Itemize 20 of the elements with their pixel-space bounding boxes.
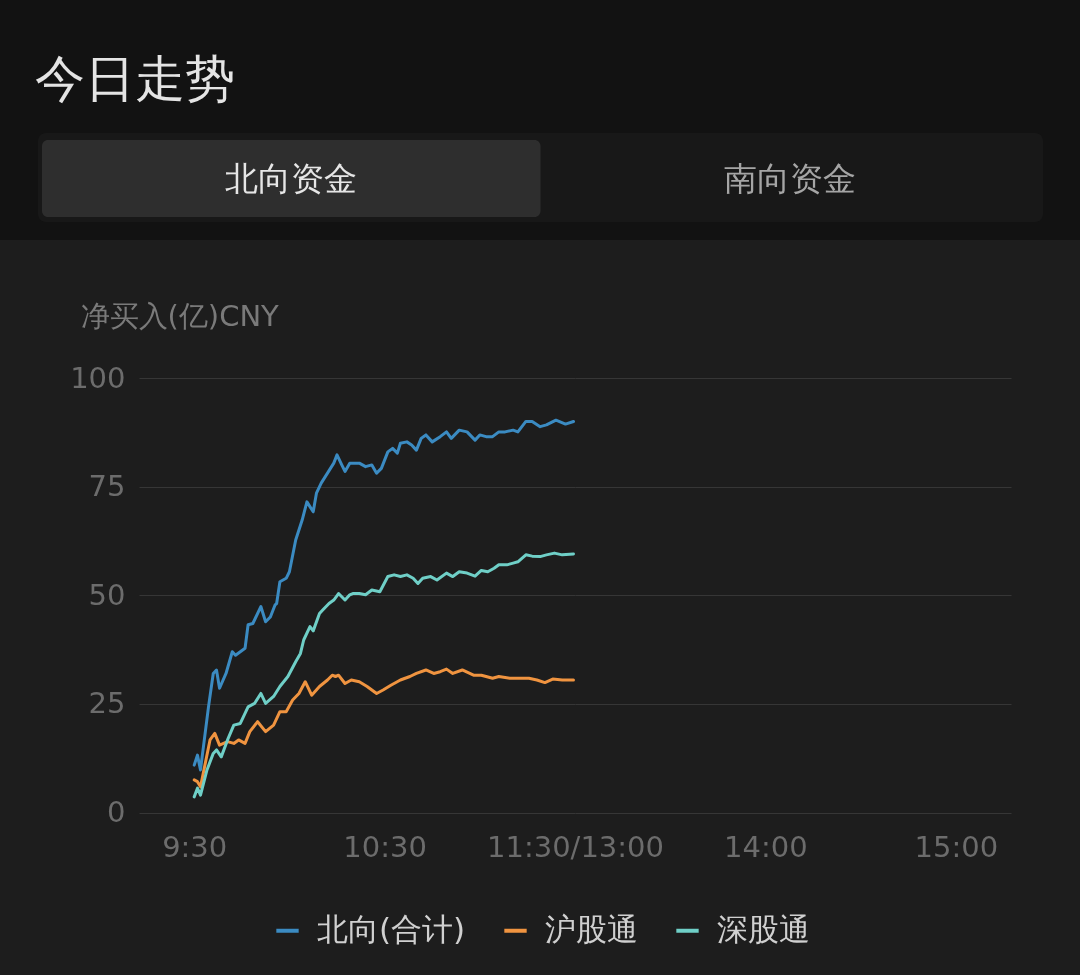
y-tick-label: 75 (88, 469, 126, 504)
line-series (192, 418, 575, 772)
x-tick-label: 11:30/13:00 (487, 829, 664, 864)
chart-title: 今日走势 (35, 50, 235, 108)
y-axis-title: 净买入(亿)CNY (80, 298, 280, 333)
x-tick-label: 15:00 (914, 829, 999, 864)
y-tick-label: 25 (88, 686, 126, 721)
text: 北向资金 (225, 159, 358, 198)
line-series (192, 667, 575, 789)
legend-label: 北向(合计) (317, 910, 466, 947)
x-tick-label: 9:30 (162, 829, 228, 864)
text: 南向资金 (723, 159, 856, 198)
legend-label: 沪股通 (545, 910, 638, 947)
x-tick-label: 10:30 (343, 829, 427, 864)
y-tick-label: 50 (88, 577, 126, 612)
legend-label: 深股通 (717, 910, 810, 947)
x-tick-label: 14:00 (724, 829, 808, 864)
y-tick-label: 100 (70, 360, 126, 395)
y-tick-label: 0 (107, 795, 126, 829)
line-series (192, 551, 575, 799)
